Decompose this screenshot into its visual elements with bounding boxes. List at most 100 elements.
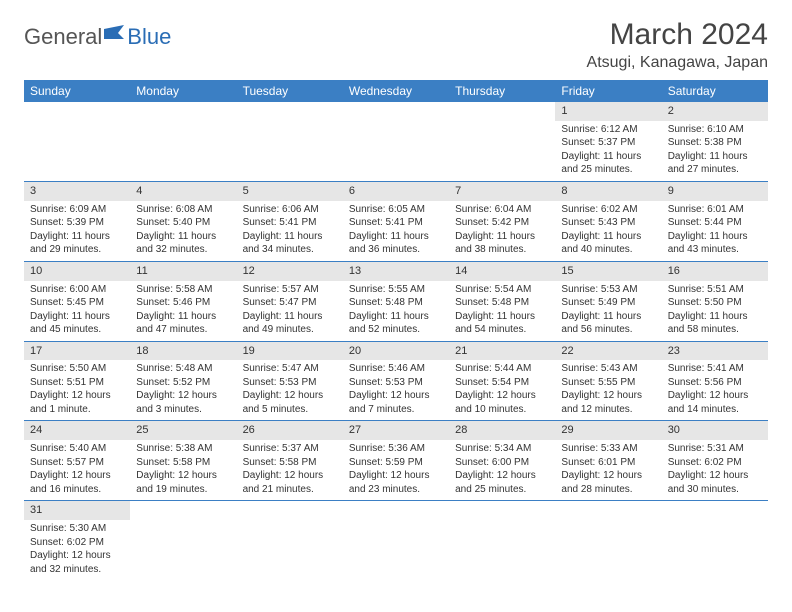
sunset-text: Sunset: 5:53 PM	[349, 376, 443, 390]
calendar-cell: 11Sunrise: 5:58 AMSunset: 5:46 PMDayligh…	[130, 261, 236, 341]
sunset-text: Sunset: 5:56 PM	[668, 376, 762, 390]
sunrise-text: Sunrise: 6:08 AM	[136, 203, 230, 217]
calendar-cell: 15Sunrise: 5:53 AMSunset: 5:49 PMDayligh…	[555, 261, 661, 341]
daylight-text: Daylight: 12 hours and 30 minutes.	[668, 469, 762, 496]
daylight-text: Daylight: 12 hours and 1 minute.	[30, 389, 124, 416]
day-content: Sunrise: 5:38 AMSunset: 5:58 PMDaylight:…	[130, 440, 236, 500]
sunrise-text: Sunrise: 5:53 AM	[561, 283, 655, 297]
day-number: 15	[555, 262, 661, 281]
sunrise-text: Sunrise: 6:12 AM	[561, 123, 655, 137]
weekday-header: Tuesday	[237, 80, 343, 102]
sunset-text: Sunset: 5:54 PM	[455, 376, 549, 390]
header: General Blue March 2024 Atsugi, Kanagawa…	[24, 18, 768, 72]
daylight-text: Daylight: 11 hours and 32 minutes.	[136, 230, 230, 257]
day-content: Sunrise: 5:53 AMSunset: 5:49 PMDaylight:…	[555, 281, 661, 341]
sunset-text: Sunset: 6:02 PM	[668, 456, 762, 470]
calendar-cell	[555, 501, 661, 580]
day-number: 31	[24, 501, 130, 520]
day-content: Sunrise: 5:34 AMSunset: 6:00 PMDaylight:…	[449, 440, 555, 500]
calendar-row: 17Sunrise: 5:50 AMSunset: 5:51 PMDayligh…	[24, 341, 768, 421]
day-number: 14	[449, 262, 555, 281]
daylight-text: Daylight: 12 hours and 19 minutes.	[136, 469, 230, 496]
day-content: Sunrise: 5:54 AMSunset: 5:48 PMDaylight:…	[449, 281, 555, 341]
sunrise-text: Sunrise: 5:47 AM	[243, 362, 337, 376]
sunrise-text: Sunrise: 5:44 AM	[455, 362, 549, 376]
calendar-cell: 14Sunrise: 5:54 AMSunset: 5:48 PMDayligh…	[449, 261, 555, 341]
sunrise-text: Sunrise: 5:40 AM	[30, 442, 124, 456]
daylight-text: Daylight: 11 hours and 47 minutes.	[136, 310, 230, 337]
weekday-header: Sunday	[24, 80, 130, 102]
location: Atsugi, Kanagawa, Japan	[587, 54, 768, 72]
sunrise-text: Sunrise: 5:34 AM	[455, 442, 549, 456]
sunrise-text: Sunrise: 5:43 AM	[561, 362, 655, 376]
weekday-header-row: Sunday Monday Tuesday Wednesday Thursday…	[24, 80, 768, 102]
calendar-cell: 10Sunrise: 6:00 AMSunset: 5:45 PMDayligh…	[24, 261, 130, 341]
day-content: Sunrise: 6:06 AMSunset: 5:41 PMDaylight:…	[237, 201, 343, 261]
sunset-text: Sunset: 5:42 PM	[455, 216, 549, 230]
sunset-text: Sunset: 5:37 PM	[561, 136, 655, 150]
calendar-cell	[449, 501, 555, 580]
day-number: 23	[662, 342, 768, 361]
calendar-cell: 21Sunrise: 5:44 AMSunset: 5:54 PMDayligh…	[449, 341, 555, 421]
sunset-text: Sunset: 5:39 PM	[30, 216, 124, 230]
calendar-cell	[237, 501, 343, 580]
sunrise-text: Sunrise: 5:41 AM	[668, 362, 762, 376]
sunset-text: Sunset: 5:53 PM	[243, 376, 337, 390]
sunset-text: Sunset: 6:02 PM	[30, 536, 124, 550]
calendar-cell: 20Sunrise: 5:46 AMSunset: 5:53 PMDayligh…	[343, 341, 449, 421]
sunset-text: Sunset: 5:58 PM	[243, 456, 337, 470]
day-number: 16	[662, 262, 768, 281]
daylight-text: Daylight: 12 hours and 3 minutes.	[136, 389, 230, 416]
month-title: March 2024	[587, 18, 768, 52]
sunrise-text: Sunrise: 5:48 AM	[136, 362, 230, 376]
day-content: Sunrise: 5:33 AMSunset: 6:01 PMDaylight:…	[555, 440, 661, 500]
sunrise-text: Sunrise: 5:58 AM	[136, 283, 230, 297]
weekday-header: Wednesday	[343, 80, 449, 102]
sunset-text: Sunset: 5:38 PM	[668, 136, 762, 150]
calendar-cell	[449, 102, 555, 181]
calendar-cell: 1Sunrise: 6:12 AMSunset: 5:37 PMDaylight…	[555, 102, 661, 181]
sunset-text: Sunset: 5:41 PM	[349, 216, 443, 230]
sunrise-text: Sunrise: 5:36 AM	[349, 442, 443, 456]
day-number: 18	[130, 342, 236, 361]
sunset-text: Sunset: 5:40 PM	[136, 216, 230, 230]
calendar-cell	[343, 102, 449, 181]
day-content: Sunrise: 6:02 AMSunset: 5:43 PMDaylight:…	[555, 201, 661, 261]
sunrise-text: Sunrise: 5:55 AM	[349, 283, 443, 297]
logo-text-blue: Blue	[127, 24, 171, 50]
daylight-text: Daylight: 12 hours and 21 minutes.	[243, 469, 337, 496]
sunrise-text: Sunrise: 5:31 AM	[668, 442, 762, 456]
day-content: Sunrise: 6:08 AMSunset: 5:40 PMDaylight:…	[130, 201, 236, 261]
calendar-cell: 16Sunrise: 5:51 AMSunset: 5:50 PMDayligh…	[662, 261, 768, 341]
sunset-text: Sunset: 5:52 PM	[136, 376, 230, 390]
day-content: Sunrise: 5:48 AMSunset: 5:52 PMDaylight:…	[130, 360, 236, 420]
sunset-text: Sunset: 5:51 PM	[30, 376, 124, 390]
sunrise-text: Sunrise: 6:01 AM	[668, 203, 762, 217]
day-number: 9	[662, 182, 768, 201]
day-number: 8	[555, 182, 661, 201]
sunset-text: Sunset: 5:44 PM	[668, 216, 762, 230]
daylight-text: Daylight: 11 hours and 54 minutes.	[455, 310, 549, 337]
daylight-text: Daylight: 11 hours and 29 minutes.	[30, 230, 124, 257]
daylight-text: Daylight: 12 hours and 10 minutes.	[455, 389, 549, 416]
daylight-text: Daylight: 11 hours and 40 minutes.	[561, 230, 655, 257]
calendar-row: 1Sunrise: 6:12 AMSunset: 5:37 PMDaylight…	[24, 102, 768, 181]
calendar-row: 3Sunrise: 6:09 AMSunset: 5:39 PMDaylight…	[24, 181, 768, 261]
daylight-text: Daylight: 11 hours and 45 minutes.	[30, 310, 124, 337]
weekday-header: Thursday	[449, 80, 555, 102]
daylight-text: Daylight: 11 hours and 36 minutes.	[349, 230, 443, 257]
day-number: 4	[130, 182, 236, 201]
day-content: Sunrise: 6:10 AMSunset: 5:38 PMDaylight:…	[662, 121, 768, 181]
sunrise-text: Sunrise: 6:00 AM	[30, 283, 124, 297]
calendar-cell: 27Sunrise: 5:36 AMSunset: 5:59 PMDayligh…	[343, 421, 449, 501]
daylight-text: Daylight: 11 hours and 56 minutes.	[561, 310, 655, 337]
day-content: Sunrise: 5:30 AMSunset: 6:02 PMDaylight:…	[24, 520, 130, 580]
day-number: 25	[130, 421, 236, 440]
day-content: Sunrise: 5:47 AMSunset: 5:53 PMDaylight:…	[237, 360, 343, 420]
sunset-text: Sunset: 5:57 PM	[30, 456, 124, 470]
logo: General Blue	[24, 18, 171, 50]
title-block: March 2024 Atsugi, Kanagawa, Japan	[587, 18, 768, 72]
calendar-row: 10Sunrise: 6:00 AMSunset: 5:45 PMDayligh…	[24, 261, 768, 341]
day-number: 12	[237, 262, 343, 281]
day-number: 5	[237, 182, 343, 201]
